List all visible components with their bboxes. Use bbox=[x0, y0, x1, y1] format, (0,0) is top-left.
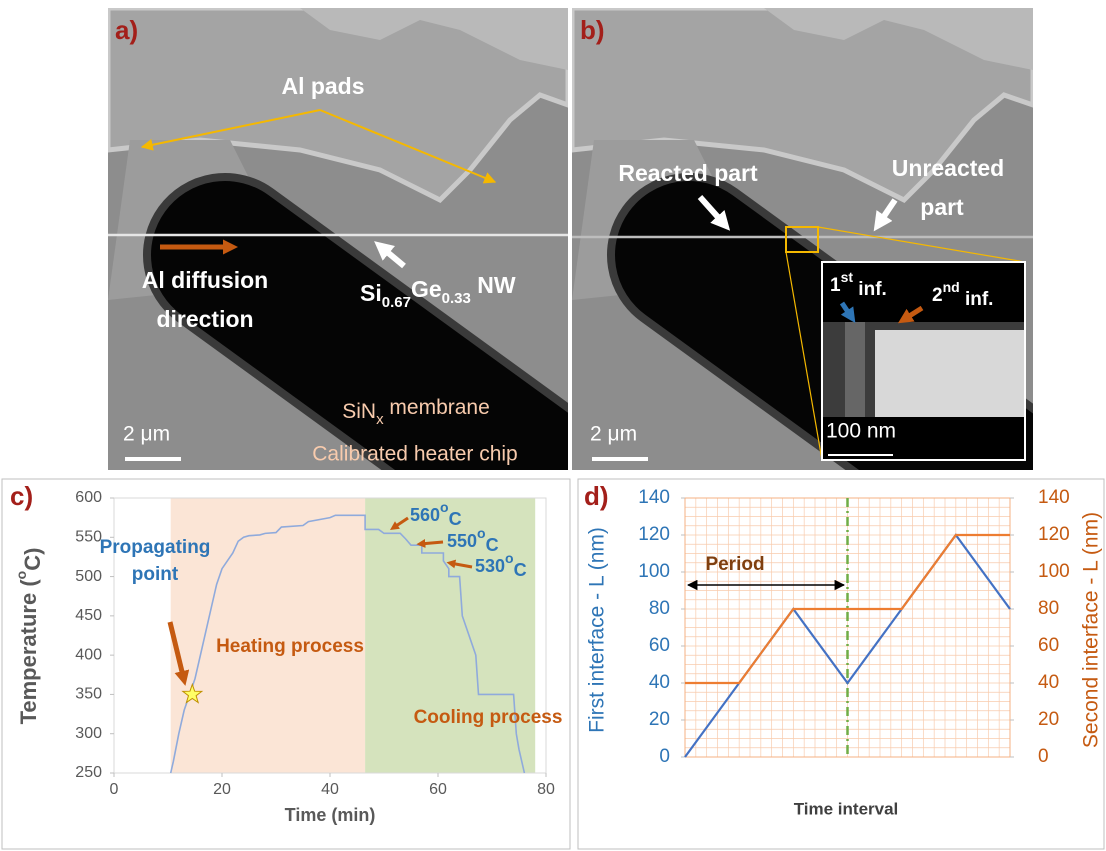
label: Reacted part bbox=[618, 160, 758, 186]
y-tick-label: 20 bbox=[649, 709, 670, 730]
arrow bbox=[167, 621, 190, 686]
inset bbox=[821, 261, 1026, 461]
arrow bbox=[446, 559, 473, 569]
series-line bbox=[685, 533, 1010, 685]
y-tick-label: 550 bbox=[75, 529, 102, 546]
x-tick-label: 80 bbox=[537, 781, 555, 798]
label: Unreacted bbox=[892, 155, 1004, 181]
x-tick-label: 60 bbox=[429, 781, 447, 798]
y-tick-label: 120 bbox=[638, 524, 670, 545]
y2-tick-label: 100 bbox=[1038, 561, 1070, 582]
y-tick-label: 450 bbox=[75, 607, 102, 624]
region bbox=[170, 498, 366, 773]
y-tick-label: 140 bbox=[638, 487, 670, 508]
y-tick-label: 40 bbox=[649, 672, 670, 693]
y-tick-label: 0 bbox=[659, 746, 670, 767]
arrow bbox=[697, 195, 731, 231]
arrow bbox=[873, 198, 898, 232]
y-axis-label: First interface - L (nm) bbox=[586, 527, 609, 733]
y2-tick-label: 60 bbox=[1038, 635, 1059, 656]
y2-tick-label: 140 bbox=[1038, 487, 1070, 508]
y-tick-label: 600 bbox=[75, 489, 102, 506]
x-axis-label: Time interval bbox=[794, 799, 899, 818]
x-tick-label: 40 bbox=[321, 781, 339, 798]
panel-label: d) bbox=[584, 481, 609, 511]
y2-tick-label: 40 bbox=[1038, 672, 1059, 693]
region-label: Heating process bbox=[216, 636, 364, 657]
series-line bbox=[169, 514, 526, 774]
y-tick-label: 100 bbox=[638, 561, 670, 582]
y-tick-label: 60 bbox=[649, 635, 670, 656]
highlight-marker bbox=[181, 682, 204, 704]
annotation: 550oC bbox=[447, 525, 499, 555]
scale-label: 2 μm bbox=[590, 423, 637, 446]
label: Si0.67Ge0.33 NW bbox=[360, 272, 516, 311]
x-tick-label: 0 bbox=[110, 781, 119, 798]
y2-tick-label: 0 bbox=[1038, 746, 1049, 767]
annotation: 530oC bbox=[475, 550, 527, 580]
arrow bbox=[897, 305, 924, 324]
arrow bbox=[839, 301, 856, 323]
micrograph-a bbox=[108, 8, 568, 470]
scale-label: 100 nm bbox=[826, 420, 896, 443]
panel-frame bbox=[577, 478, 1105, 850]
y2-axis-label: Second interface - L (nm) bbox=[1080, 512, 1103, 748]
annotation: Propagating bbox=[100, 537, 211, 558]
y2-tick-label: 80 bbox=[1038, 598, 1059, 619]
annotation: Period bbox=[705, 554, 764, 575]
arrow bbox=[140, 109, 321, 151]
panel-label: b) bbox=[580, 15, 605, 45]
y2-tick-label: 20 bbox=[1038, 709, 1059, 730]
y-tick-label: 80 bbox=[649, 598, 670, 619]
label: Calibrated heater chip bbox=[312, 443, 517, 466]
y-axis-label: Temperature (oC) bbox=[13, 548, 45, 725]
panel-label: c) bbox=[10, 481, 33, 511]
y2-tick-label: 120 bbox=[1038, 524, 1070, 545]
region-label: Cooling process bbox=[414, 707, 563, 728]
region bbox=[365, 498, 536, 773]
label: SiNx membrane bbox=[342, 396, 490, 429]
label: direction bbox=[156, 306, 253, 332]
x-tick-label: 20 bbox=[213, 781, 231, 798]
label: 2nd inf. bbox=[932, 279, 993, 310]
label: Al diffusion bbox=[142, 267, 268, 293]
x-axis-label: Time (min) bbox=[285, 805, 376, 825]
label: part bbox=[920, 194, 964, 220]
chart-c: 250 300 350 400 450 500 550 600 0 20 40 60 80 bbox=[75, 489, 555, 798]
y-tick-label: 400 bbox=[75, 646, 102, 663]
label: Al pads bbox=[281, 73, 364, 99]
y-tick-label: 350 bbox=[75, 686, 102, 703]
arrow bbox=[390, 516, 409, 530]
annotation: point bbox=[132, 564, 179, 585]
y-tick-label: 300 bbox=[75, 725, 102, 742]
y-tick-label: 500 bbox=[75, 568, 102, 585]
arrow bbox=[416, 539, 444, 549]
y-tick-label: 250 bbox=[75, 764, 102, 781]
annotation: 560oC bbox=[410, 499, 462, 529]
label: 1st inf. bbox=[830, 269, 887, 300]
arrow bbox=[319, 109, 497, 184]
panel-label: a) bbox=[115, 15, 138, 45]
scale-label: 2 μm bbox=[123, 423, 170, 446]
arrow bbox=[374, 241, 406, 269]
